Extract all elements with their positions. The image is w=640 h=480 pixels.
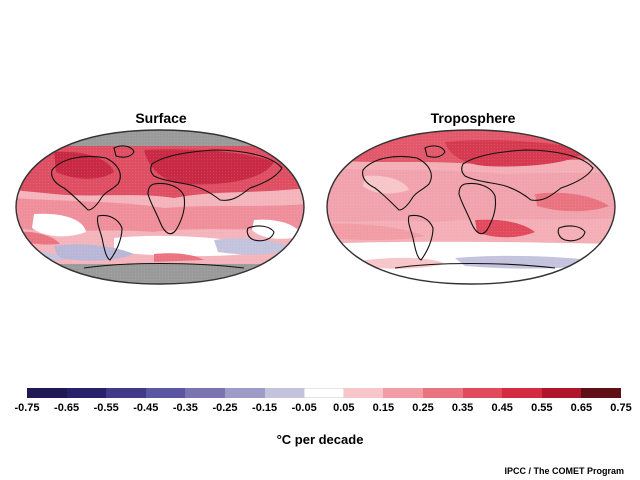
colorbar-segment bbox=[27, 388, 67, 398]
north-america-outline bbox=[362, 155, 432, 211]
colorbar-segment bbox=[224, 388, 265, 398]
colorbar-tick-label: -0.45 bbox=[133, 402, 159, 414]
colorbar-segment bbox=[502, 388, 542, 398]
antarctica-outline bbox=[83, 262, 245, 269]
colorbar-tick-label: -0.35 bbox=[172, 402, 198, 414]
surface-trend-map bbox=[15, 129, 305, 285]
greenland-outline bbox=[113, 145, 135, 158]
colorbar-tick-label: 0.25 bbox=[412, 402, 434, 414]
colorbar-segment bbox=[66, 388, 107, 398]
greenland-outline bbox=[424, 145, 446, 158]
colorbar-unit-label: °C per decade bbox=[276, 432, 364, 447]
colorbar-segment bbox=[304, 388, 344, 398]
colorbar-ticks: -0.75 -0.65 -0.55 -0.45 -0.35 -0.25 -0.15 -0.05… bbox=[0, 402, 640, 416]
colorbar-tick-label: -0.75 bbox=[14, 402, 40, 414]
colorbar-tick-label: 0.65 bbox=[570, 402, 593, 414]
colorbar-tick-label: 0.55 bbox=[531, 402, 553, 414]
colorbar-segment bbox=[383, 388, 423, 398]
africa-outline bbox=[147, 182, 186, 235]
colorbar-segment bbox=[264, 388, 305, 398]
troposphere-map-title: Troposphere bbox=[430, 110, 516, 126]
africa-outline bbox=[458, 182, 497, 235]
colorbar-segment bbox=[145, 388, 186, 398]
south-america-outline bbox=[407, 214, 434, 261]
colorbar-tick-label: 0.15 bbox=[372, 402, 395, 414]
colorbar-segment bbox=[541, 388, 582, 398]
surface-map-title: Surface bbox=[135, 110, 187, 126]
antarctica-outline bbox=[394, 262, 556, 269]
australia-outline bbox=[557, 225, 586, 242]
south-america-outline bbox=[96, 214, 123, 261]
australia-outline bbox=[246, 225, 275, 242]
eurasia-outline bbox=[461, 149, 594, 201]
colorbar-tick-label: -0.65 bbox=[54, 402, 80, 414]
colorbar-segment bbox=[462, 388, 503, 398]
colorbar-tick-label: 0.05 bbox=[333, 402, 355, 414]
colorbar-segment bbox=[422, 388, 463, 398]
colorbar bbox=[27, 388, 621, 398]
colorbar-tick-label: -0.15 bbox=[252, 402, 278, 414]
colorbar-segment bbox=[185, 388, 225, 398]
colorbar-segment bbox=[106, 388, 146, 398]
north-america-outline bbox=[51, 155, 121, 211]
colorbar-tick-label: -0.55 bbox=[93, 402, 119, 414]
troposphere-trend-map bbox=[326, 129, 616, 285]
colorbar-segment bbox=[343, 388, 384, 398]
colorbar-tick-label: 0.35 bbox=[451, 402, 474, 414]
colorbar-tick-label: 0.75 bbox=[610, 402, 632, 414]
colorbar-tick-label: -0.25 bbox=[212, 402, 238, 414]
colorbar-tick-label: 0.45 bbox=[491, 402, 513, 414]
credit-text: IPCC / The COMET Program bbox=[504, 466, 624, 476]
colorbar-tick-label: -0.05 bbox=[291, 402, 317, 414]
eurasia-outline bbox=[150, 149, 283, 201]
colorbar-segment bbox=[581, 388, 621, 398]
